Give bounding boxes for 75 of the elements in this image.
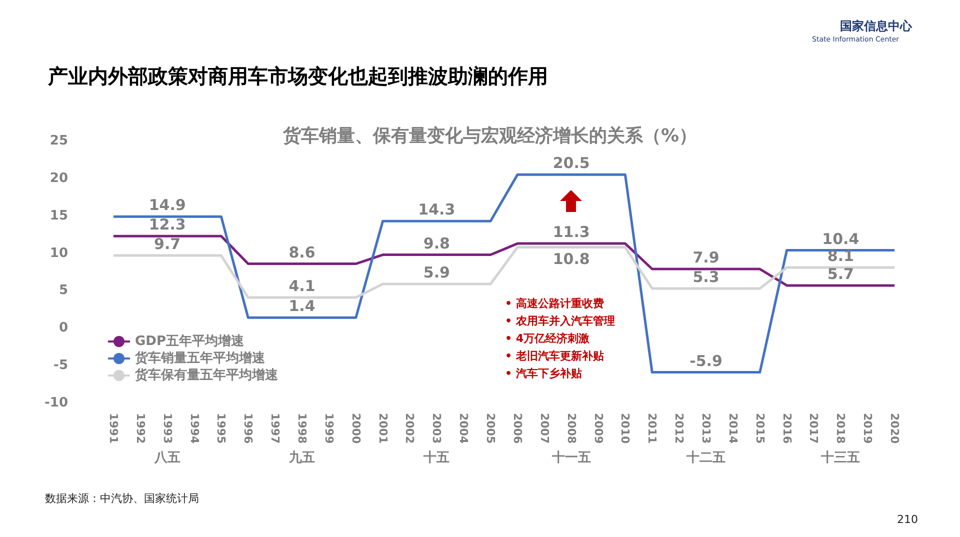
x-tick-label: 2016 <box>780 413 794 444</box>
x-tick-label: 2003 <box>430 413 444 444</box>
x-tick-label: 2007 <box>538 413 551 444</box>
chart-title: 产业内外部政策对商用车市场变化也起到推波助澜的作用 <box>47 64 548 88</box>
legend-label: GDP五年平均增速 <box>135 334 245 349</box>
x-tick-label: 1998 <box>296 413 308 444</box>
y-tick-label: 25 <box>50 134 68 148</box>
data-label: 20.5 <box>552 154 590 172</box>
y-tick-label: 5 <box>58 283 68 298</box>
x-tick-label: 2015 <box>753 413 766 444</box>
x-tick-label: 2004 <box>457 413 470 444</box>
x-tick-label: 1992 <box>134 413 147 444</box>
data-label: 14.9 <box>148 196 186 214</box>
x-tick-label: 1999 <box>322 413 336 444</box>
data-label: 9.7 <box>154 235 181 254</box>
y-tick-label: 15 <box>50 208 68 224</box>
x-tick-label: 2020 <box>888 413 902 444</box>
data-label: 8.1 <box>827 247 854 266</box>
data-label: 10.8 <box>552 250 590 268</box>
y-tick-label: 20 <box>50 170 68 186</box>
x-tick-label: 2011 <box>646 413 659 444</box>
data-label: 10.4 <box>822 230 860 248</box>
text: 国家信息中心 <box>840 19 913 33</box>
annotation: • 老旧汽车更新补贴 <box>505 350 604 362</box>
x-tick-label: 2012 <box>672 413 686 444</box>
x-tick-label: 2019 <box>861 413 874 444</box>
x-tick-label: 1994 <box>188 413 201 444</box>
data-label: 5.9 <box>423 263 450 282</box>
x-tick-label: 1996 <box>242 413 255 444</box>
data-label: 14.3 <box>418 200 456 219</box>
data-label: 5.3 <box>692 268 720 286</box>
data-label: 4.1 <box>288 276 316 295</box>
x-tick-label: 2013 <box>700 413 712 444</box>
x-tick-label: 2018 <box>834 413 848 444</box>
text: 十二五 <box>686 450 726 466</box>
data-label: 12.3 <box>148 216 186 234</box>
annotation: • 4万亿经济刺激 <box>505 332 591 345</box>
x-tick-label: 2001 <box>376 413 390 444</box>
text: 210 <box>897 513 918 526</box>
source-note: 数据来源：中汽协、国家统计局 <box>45 492 199 505</box>
legend-label: 货车销量五年平均增速 <box>134 350 266 366</box>
x-tick-label: 2000 <box>349 413 362 444</box>
text: 十三五 <box>820 450 860 466</box>
x-tick-label: 2005 <box>484 413 498 444</box>
y-tick-label: 0 <box>58 320 68 336</box>
x-tick-label: 1993 <box>160 413 174 444</box>
data-label: 8.6 <box>288 243 316 262</box>
x-tick-label: 2014 <box>726 413 740 444</box>
x-tick-label: 1995 <box>214 413 228 444</box>
annotation: • 农用车并入汽车管理 <box>505 314 615 328</box>
data-label: 11.3 <box>552 223 590 242</box>
annotation: • 高速公路计重收费 <box>505 297 604 310</box>
x-tick-label: 2006 <box>510 413 524 444</box>
annotation: • 汽车下乡补贴 <box>505 367 582 380</box>
x-tick-label: 2010 <box>618 413 632 444</box>
x-tick-label: 2002 <box>403 413 416 444</box>
x-tick-label: 2008 <box>564 413 578 444</box>
text: 十一五 <box>550 450 591 466</box>
data-label: 1.4 <box>288 297 316 316</box>
text: 九五 <box>288 450 315 466</box>
x-tick-label: 1991 <box>106 413 120 444</box>
data-label: -5.9 <box>690 352 722 370</box>
y-tick-label: -5 <box>54 358 68 374</box>
data-label: 9.8 <box>423 234 450 252</box>
chart-subtitle: 货车销量、保有量变化与宏观经济增长的关系（%） <box>282 126 698 146</box>
x-tick-label: 2009 <box>592 413 605 444</box>
text: 十五 <box>422 450 450 466</box>
data-label: 7.9 <box>692 248 720 267</box>
text: 八五 <box>153 450 180 466</box>
legend-label: 货车保有量五年平均增速 <box>134 367 279 383</box>
y-tick-label: -10 <box>44 396 68 410</box>
x-tick-label: 2017 <box>807 413 820 444</box>
x-tick-label: 1997 <box>268 413 282 444</box>
data-label: 5.7 <box>827 264 854 283</box>
y-tick-label: 10 <box>50 246 68 261</box>
